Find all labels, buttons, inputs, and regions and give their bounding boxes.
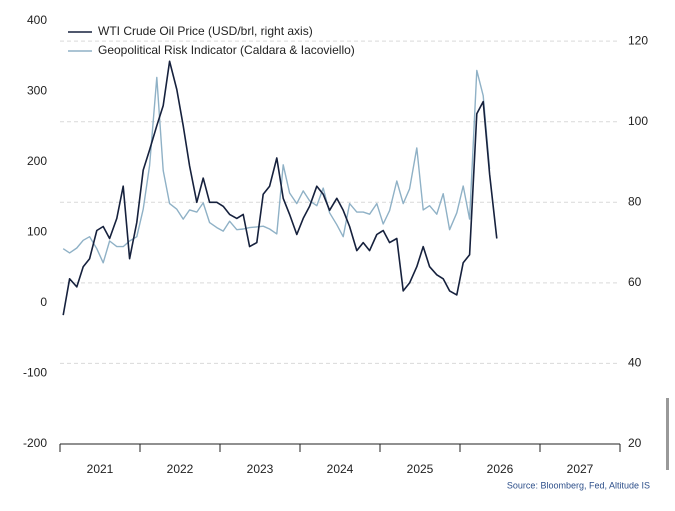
legend-label: WTI Crude Oil Price (USD/brl, right axis… — [98, 24, 313, 38]
scroll-indicator — [666, 398, 669, 470]
y2-tick-label: 20 — [628, 436, 642, 450]
y2-tick-label: 120 — [628, 33, 648, 47]
x-tick-label: 2027 — [567, 462, 594, 476]
x-tick-label: 2023 — [247, 462, 274, 476]
x-tick-label: 2025 — [407, 462, 434, 476]
y-tick-label: -100 — [23, 366, 47, 380]
y2-tick-label: 60 — [628, 275, 642, 289]
x-tick-label: 2021 — [87, 462, 114, 476]
y2-tick-label: 80 — [628, 194, 642, 208]
source-note: Source: Bloomberg, Fed, Altitude IS — [507, 480, 650, 490]
legend-label: Geopolitical Risk Indicator (Caldara & I… — [98, 43, 355, 57]
y2-tick-label: 100 — [628, 114, 648, 128]
y2-tick-label: 40 — [628, 356, 642, 370]
series-line — [62, 60, 498, 316]
y-tick-label: 100 — [27, 225, 47, 239]
x-tick-label: 2022 — [167, 462, 194, 476]
y-tick-label: 200 — [27, 154, 47, 168]
y-tick-label: -200 — [23, 436, 47, 450]
x-tick-label: 2026 — [487, 462, 514, 476]
y-tick-label: 400 — [27, 13, 47, 27]
y-tick-label: 300 — [27, 84, 47, 98]
x-tick-label: 2024 — [327, 462, 354, 476]
y-tick-label: 0 — [40, 295, 47, 309]
